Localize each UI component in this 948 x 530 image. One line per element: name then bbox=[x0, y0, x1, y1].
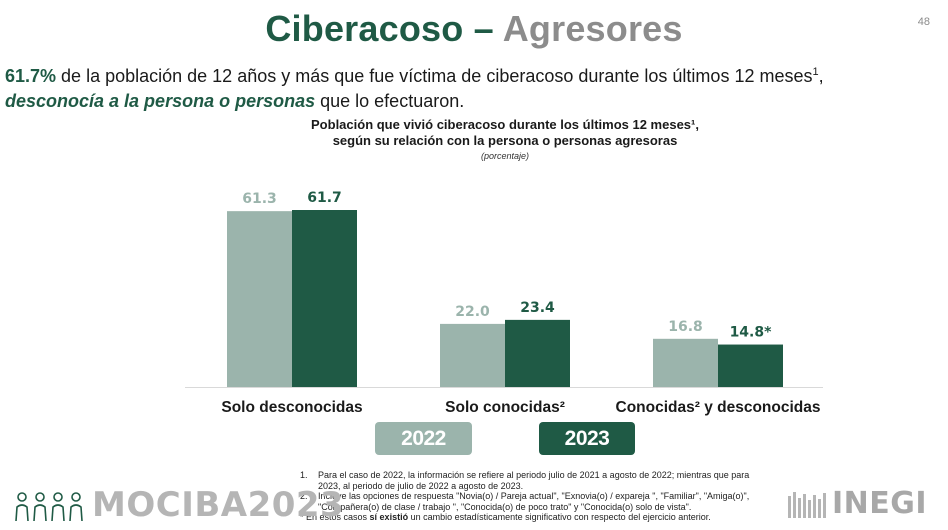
people-icon bbox=[15, 492, 83, 522]
inegi-mark-icon bbox=[788, 492, 826, 518]
footnote-star-a: * En estos casos bbox=[300, 512, 370, 522]
data-label-2022-2: 16.8 bbox=[668, 319, 703, 335]
brand-logo-text: MOCIBA2023 bbox=[92, 485, 345, 525]
inegi-logo-text: INEGI bbox=[832, 486, 928, 521]
data-label-2023-0: 61.7 bbox=[307, 190, 342, 206]
bar-chart: 61.3 61.7 Solo desconocidas 22.0 23.4 Solo co… bbox=[185, 190, 823, 416]
chart-title: Población que vivió ciberacoso durante l… bbox=[0, 117, 948, 149]
page-number: 48 bbox=[917, 16, 930, 28]
legend-2022: 2022 bbox=[375, 422, 472, 455]
page-title-accent: Agresores bbox=[502, 8, 683, 49]
chart-title-line-2: según su relación con la persona o perso… bbox=[332, 133, 678, 148]
data-label-2023-1: 23.4 bbox=[520, 300, 555, 316]
footnote-2-text: Incluye las opciones de respuesta "Novia… bbox=[318, 491, 750, 512]
footnote-star-c: un cambio estadísticamente significativo… bbox=[408, 512, 711, 522]
headline-emphasis: desconocía a la persona o personas bbox=[5, 91, 316, 111]
category-label-2: Conocidas² y desconocidas bbox=[616, 399, 821, 416]
bar-2022-2 bbox=[653, 338, 718, 387]
category-label-1: Solo conocidas² bbox=[445, 399, 565, 416]
footnotes: 1. Para el caso de 2022, la información … bbox=[300, 470, 770, 523]
headline-sup: 1 bbox=[812, 66, 819, 78]
page-title-main: Ciberacoso – bbox=[265, 8, 494, 49]
footnote-1-text: Para el caso de 2022, la información se … bbox=[318, 470, 750, 491]
headline-text-1: de la población de 12 años y más que fue… bbox=[56, 66, 813, 86]
bar-2023-1 bbox=[505, 319, 570, 387]
footnote-1-number: 1. bbox=[300, 470, 308, 480]
chart-title-line-1: Población que vivió ciberacoso durante l… bbox=[311, 117, 699, 132]
footnote-2-number: 2. bbox=[300, 491, 308, 501]
chart-subtitle: (porcentaje) bbox=[480, 151, 530, 161]
bar-2022-0 bbox=[227, 211, 292, 387]
headline-percentage: 61.7% bbox=[5, 66, 57, 86]
page-title: Ciberacoso – Agresores bbox=[0, 8, 948, 50]
footnote-star: * En estos casos sí existió un cambio es… bbox=[300, 512, 770, 523]
footnote-2: 2. Incluye las opciones de respuesta "No… bbox=[300, 491, 770, 512]
data-label-2022-0: 61.3 bbox=[242, 191, 277, 207]
footnote-star-b: sí existió bbox=[369, 512, 409, 522]
headline: 61.7% de la población de 12 años y más q… bbox=[5, 60, 945, 114]
bar-2023-0 bbox=[292, 210, 357, 387]
category-label-0: Solo desconocidas bbox=[221, 399, 362, 416]
legend-2023: 2023 bbox=[539, 422, 635, 455]
bar-2022-1 bbox=[440, 323, 505, 387]
headline-text-2: que lo efectuaron. bbox=[315, 91, 465, 111]
bar-2023-2 bbox=[718, 344, 783, 387]
data-label-2022-1: 22.0 bbox=[455, 304, 490, 320]
footnote-1: 1. Para el caso de 2022, la información … bbox=[300, 470, 770, 491]
data-label-2023-2: 14.8* bbox=[730, 325, 773, 341]
headline-comma: , bbox=[818, 66, 824, 86]
